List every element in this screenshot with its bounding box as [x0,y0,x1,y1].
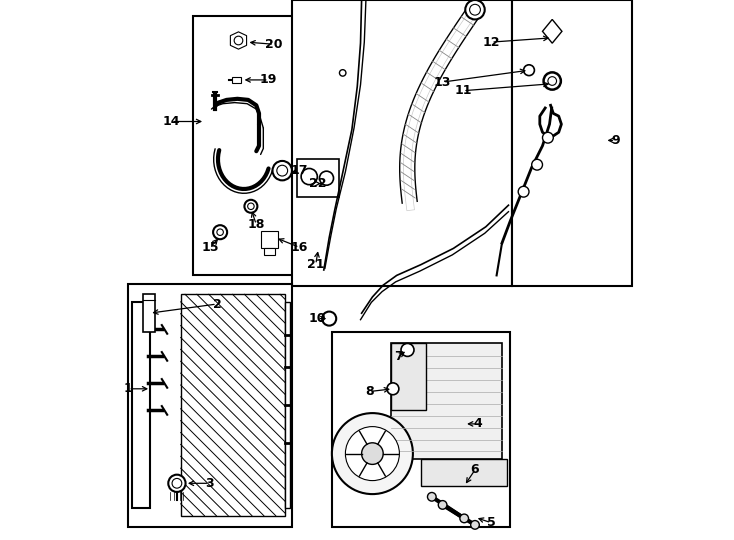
Text: 5: 5 [487,516,495,529]
Circle shape [319,171,333,185]
Circle shape [172,478,182,488]
Text: 17: 17 [291,164,308,177]
Circle shape [542,132,553,143]
Circle shape [277,165,288,176]
Circle shape [427,492,436,501]
Circle shape [339,70,346,76]
Circle shape [247,203,254,210]
Text: 18: 18 [247,218,265,231]
Circle shape [460,514,468,523]
Text: 3: 3 [205,477,214,490]
Bar [391,343,426,410]
Circle shape [234,36,243,45]
Circle shape [362,443,383,464]
Text: 20: 20 [266,38,283,51]
Circle shape [387,383,399,395]
Polygon shape [232,77,241,83]
Circle shape [301,168,317,185]
Circle shape [438,501,447,509]
Circle shape [523,65,534,76]
Text: 10: 10 [308,312,326,325]
Bar [391,343,502,459]
Circle shape [531,159,542,170]
Bar [261,231,278,248]
Text: 13: 13 [434,76,451,89]
Circle shape [470,521,479,529]
Text: 15: 15 [202,241,219,254]
Text: 4: 4 [473,417,482,430]
Text: 1: 1 [124,382,133,395]
Bar [264,248,275,255]
Bar [297,159,339,197]
Bar [332,332,510,526]
Text: 22: 22 [308,177,326,190]
Circle shape [470,4,480,15]
Circle shape [332,413,413,494]
Circle shape [544,72,561,90]
Bar [285,302,291,508]
Bar [292,0,512,286]
Circle shape [518,186,529,197]
Circle shape [401,343,414,356]
Circle shape [465,0,484,19]
Circle shape [322,312,336,326]
Bar [512,0,631,286]
Text: 21: 21 [307,258,324,271]
Bar [181,294,285,516]
Circle shape [168,475,186,492]
Circle shape [213,225,227,239]
Circle shape [548,77,556,85]
Bar [128,284,292,526]
Circle shape [244,200,258,213]
Text: 6: 6 [470,463,479,476]
Text: 19: 19 [260,73,277,86]
Circle shape [217,229,223,235]
Bar [193,16,310,275]
Bar [132,302,150,508]
Text: 9: 9 [611,134,619,147]
Bar [421,459,507,486]
Polygon shape [542,19,562,43]
Bar [143,294,156,332]
Polygon shape [230,32,247,49]
Text: 16: 16 [291,241,308,254]
Text: 12: 12 [482,36,500,49]
Circle shape [346,427,399,481]
Circle shape [272,161,292,180]
Text: 11: 11 [454,84,472,97]
Text: 14: 14 [163,115,181,128]
Text: 7: 7 [394,350,403,363]
Text: 2: 2 [213,298,221,310]
Text: 8: 8 [366,385,374,398]
